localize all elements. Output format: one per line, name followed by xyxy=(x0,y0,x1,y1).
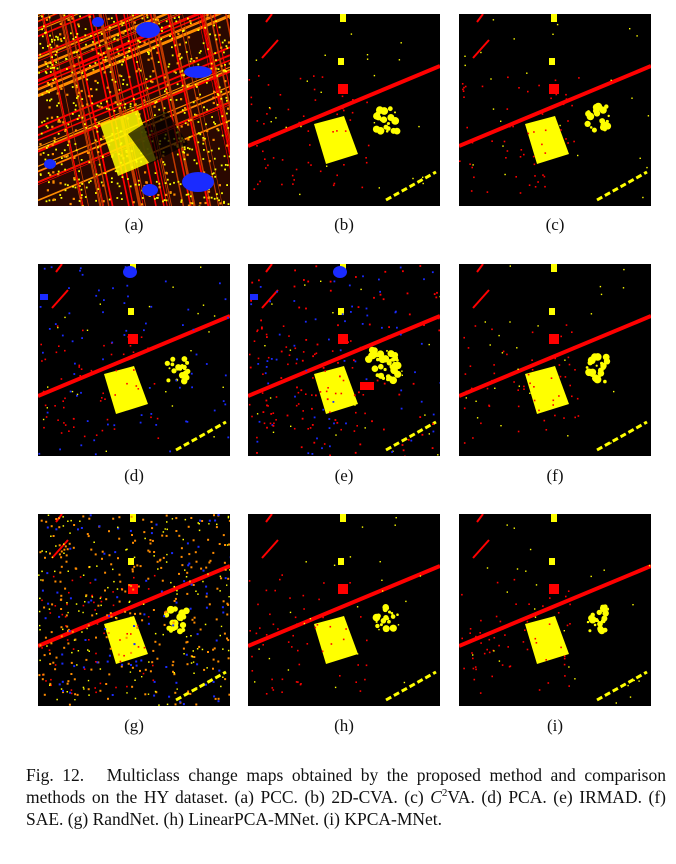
caption-c-letter: C xyxy=(430,787,442,807)
figure-caption: Fig. 12. Multiclass change maps obtained… xyxy=(26,764,666,830)
caption-c-superscript: 2 xyxy=(441,787,448,800)
change-map-f-image xyxy=(459,264,651,452)
change-map-c xyxy=(459,14,651,206)
panel-label-d: (d) xyxy=(124,466,144,485)
change-map-e-image xyxy=(248,264,440,456)
change-map-a xyxy=(38,14,230,206)
panel-label-i: (i) xyxy=(546,716,564,735)
change-map-f xyxy=(459,264,651,456)
panel-label-h: (h) xyxy=(334,716,354,735)
change-map-b-image xyxy=(248,14,440,202)
panel-label-g: (g) xyxy=(124,716,144,735)
panel-label-f: (f) xyxy=(546,466,564,485)
change-map-a-image xyxy=(38,14,230,206)
panel-label-a: (a) xyxy=(124,215,144,234)
caption-text-after: VA. (d) PCA. (e) IRMAD. (f) SAE. (g) Ran… xyxy=(26,787,666,829)
change-map-d xyxy=(38,264,230,456)
change-map-g xyxy=(38,514,230,706)
change-map-h-image xyxy=(248,514,440,702)
change-map-e xyxy=(248,264,440,456)
panel-label-c: (c) xyxy=(545,215,565,234)
panel-label-e: (e) xyxy=(334,466,354,485)
figure-label: Fig. 12. xyxy=(26,765,85,785)
caption-text-before: Multiclass change maps obtained by the p… xyxy=(26,765,666,807)
change-map-i xyxy=(459,514,651,706)
panel-label-b: (b) xyxy=(334,215,354,234)
change-map-g-image xyxy=(38,514,230,706)
change-map-b xyxy=(248,14,440,206)
change-map-i-image xyxy=(459,514,651,704)
change-map-c-image xyxy=(459,14,651,202)
change-map-d-image xyxy=(38,264,230,456)
change-map-h xyxy=(248,514,440,706)
